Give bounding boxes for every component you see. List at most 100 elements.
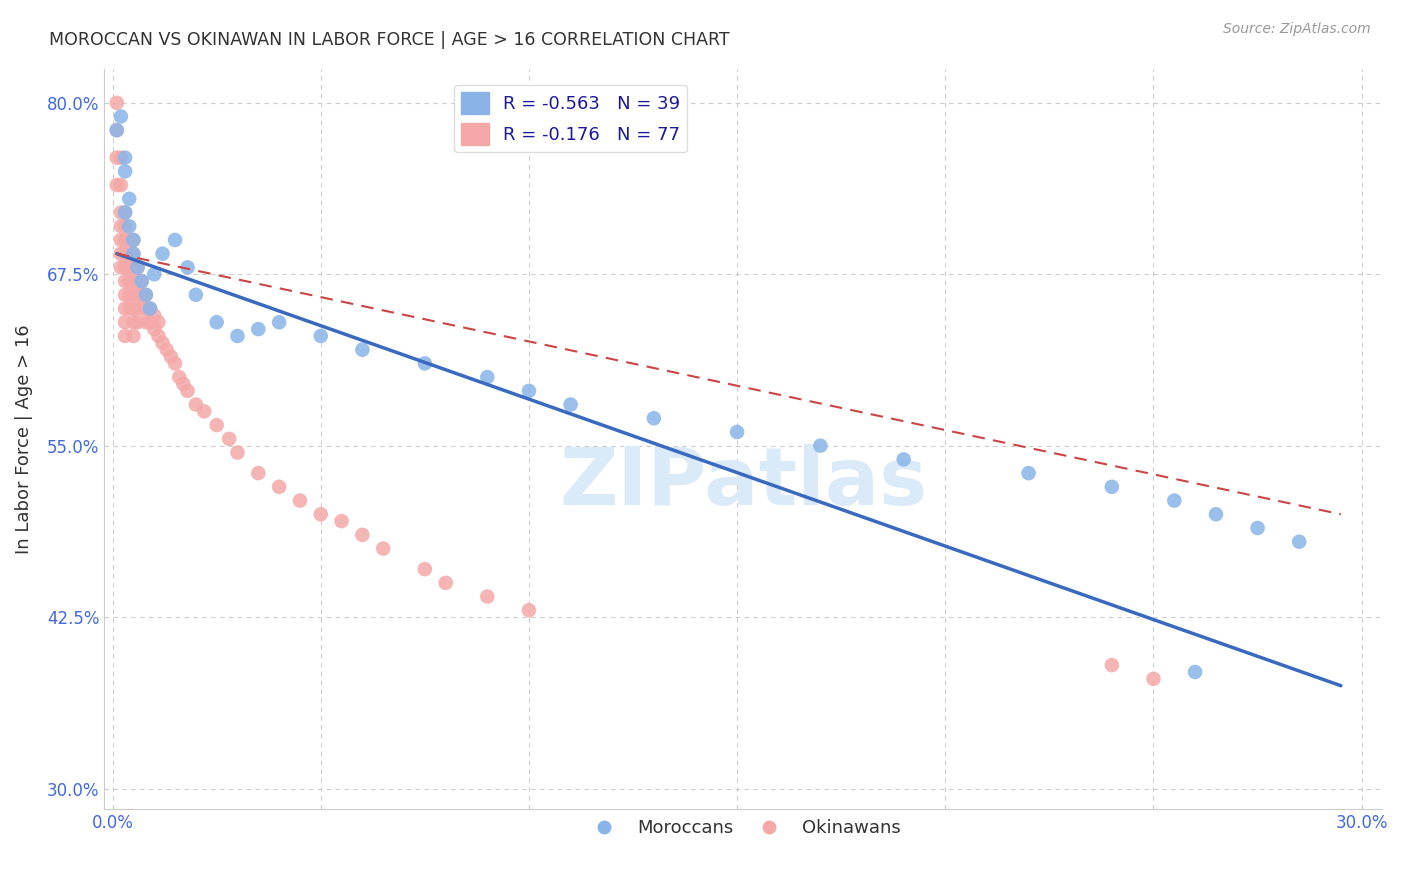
Point xyxy=(184,288,207,302)
Point xyxy=(110,246,132,260)
Point xyxy=(118,192,141,206)
Point xyxy=(105,123,128,137)
Point xyxy=(118,288,141,302)
Point xyxy=(114,246,136,260)
Point xyxy=(105,151,128,165)
Point xyxy=(131,274,153,288)
Point xyxy=(1018,466,1040,480)
Point xyxy=(118,246,141,260)
Point xyxy=(309,329,332,343)
Point xyxy=(122,233,145,247)
Point xyxy=(413,562,436,576)
Point xyxy=(135,315,157,329)
Point xyxy=(139,301,162,316)
Point xyxy=(1101,480,1123,494)
Point xyxy=(269,480,291,494)
Point xyxy=(152,246,174,260)
Point xyxy=(127,288,149,302)
Point xyxy=(127,315,149,329)
Point xyxy=(1184,665,1206,679)
Point xyxy=(893,452,915,467)
Point xyxy=(477,590,499,604)
Point xyxy=(193,404,215,418)
Point xyxy=(114,301,136,316)
Point xyxy=(122,329,145,343)
Point xyxy=(122,233,145,247)
Point xyxy=(139,301,162,316)
Point xyxy=(148,329,170,343)
Point xyxy=(352,528,374,542)
Point xyxy=(118,301,141,316)
Point xyxy=(1246,521,1268,535)
Point xyxy=(176,384,198,398)
Point xyxy=(1101,658,1123,673)
Point xyxy=(218,432,240,446)
Point xyxy=(143,309,166,323)
Point xyxy=(114,233,136,247)
Point xyxy=(205,315,228,329)
Point xyxy=(127,301,149,316)
Point xyxy=(810,439,832,453)
Point xyxy=(517,384,540,398)
Point xyxy=(413,356,436,370)
Point xyxy=(110,110,132,124)
Point xyxy=(352,343,374,357)
Point xyxy=(110,233,132,247)
Point xyxy=(247,322,270,336)
Text: Source: ZipAtlas.com: Source: ZipAtlas.com xyxy=(1223,22,1371,37)
Point xyxy=(118,233,141,247)
Point xyxy=(127,274,149,288)
Point xyxy=(309,508,332,522)
Point xyxy=(122,246,145,260)
Point xyxy=(114,274,136,288)
Point xyxy=(643,411,665,425)
Point xyxy=(184,398,207,412)
Point xyxy=(205,418,228,433)
Point xyxy=(110,219,132,234)
Text: MOROCCAN VS OKINAWAN IN LABOR FORCE | AGE > 16 CORRELATION CHART: MOROCCAN VS OKINAWAN IN LABOR FORCE | AG… xyxy=(49,31,730,49)
Point xyxy=(139,315,162,329)
Point xyxy=(1288,534,1310,549)
Point xyxy=(114,219,136,234)
Point xyxy=(163,356,186,370)
Point xyxy=(148,315,170,329)
Point xyxy=(114,205,136,219)
Point xyxy=(725,425,748,439)
Point xyxy=(122,315,145,329)
Point xyxy=(131,288,153,302)
Point xyxy=(172,376,194,391)
Point xyxy=(163,233,186,247)
Point xyxy=(226,329,249,343)
Point xyxy=(114,329,136,343)
Point xyxy=(156,343,179,357)
Point xyxy=(131,274,153,288)
Legend: Moroccans, Okinawans: Moroccans, Okinawans xyxy=(579,812,908,845)
Point xyxy=(122,301,145,316)
Point xyxy=(114,288,136,302)
Point xyxy=(373,541,395,556)
Point xyxy=(477,370,499,384)
Point xyxy=(122,274,145,288)
Point xyxy=(1142,672,1164,686)
Point xyxy=(131,301,153,316)
Point xyxy=(114,260,136,275)
Point xyxy=(110,260,132,275)
Text: ZIPatlas: ZIPatlas xyxy=(560,444,928,522)
Point xyxy=(105,95,128,110)
Point xyxy=(105,178,128,193)
Y-axis label: In Labor Force | Age > 16: In Labor Force | Age > 16 xyxy=(15,324,32,554)
Point xyxy=(143,322,166,336)
Point xyxy=(269,315,291,329)
Point xyxy=(114,151,136,165)
Point xyxy=(247,466,270,480)
Point xyxy=(118,219,141,234)
Point xyxy=(105,123,128,137)
Point xyxy=(167,370,190,384)
Point xyxy=(434,575,457,590)
Point xyxy=(152,335,174,350)
Point xyxy=(226,445,249,459)
Point xyxy=(517,603,540,617)
Point xyxy=(127,260,149,275)
Point xyxy=(122,260,145,275)
Point xyxy=(135,301,157,316)
